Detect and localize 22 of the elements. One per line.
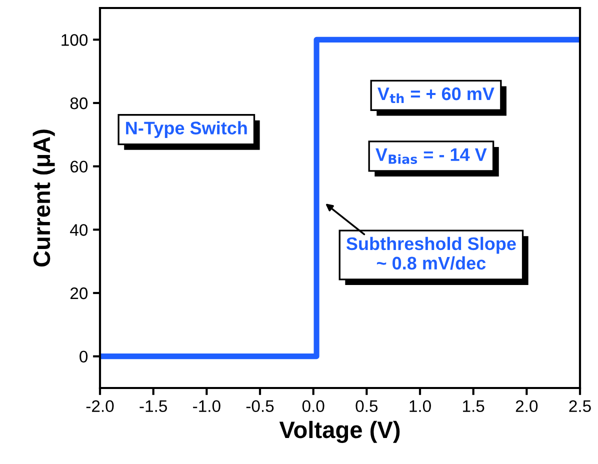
y-tick-label: 40: [70, 224, 88, 236]
x-tick-label: 0.0: [302, 400, 324, 412]
y-axis-title: Current (μA): [32, 130, 55, 267]
x-axis-title: Voltage (V): [279, 420, 400, 444]
y-tick-label: 20: [70, 287, 88, 300]
x-tick-label: 1.5: [463, 400, 484, 412]
y-tick-label: 100: [62, 34, 88, 46]
y-tick-label: 60: [70, 160, 88, 173]
x-tick-label: 2.5: [569, 400, 591, 412]
annotation: V$_{th}$ = + 60 mV: [378, 87, 494, 103]
x-tick-label: 2.0: [516, 400, 538, 412]
x-tick-label: -2.0: [86, 400, 114, 412]
x-tick-label: -0.5: [246, 400, 274, 412]
x-tick-label: 0.5: [356, 400, 378, 412]
y-tick-label: 80: [70, 97, 88, 110]
annotation: V$_{Bias}$ = - 14 V: [376, 148, 487, 164]
x-tick-label: -1.5: [140, 400, 167, 412]
annotation: N-Type Switch: [126, 121, 247, 138]
annotation: Subthreshold Slope ~ 0.8 mV/dec: [346, 236, 516, 270]
y-tick-label: 0: [80, 350, 88, 363]
x-tick-label: 1.0: [410, 400, 431, 412]
x-tick-label: -1.0: [193, 400, 220, 412]
